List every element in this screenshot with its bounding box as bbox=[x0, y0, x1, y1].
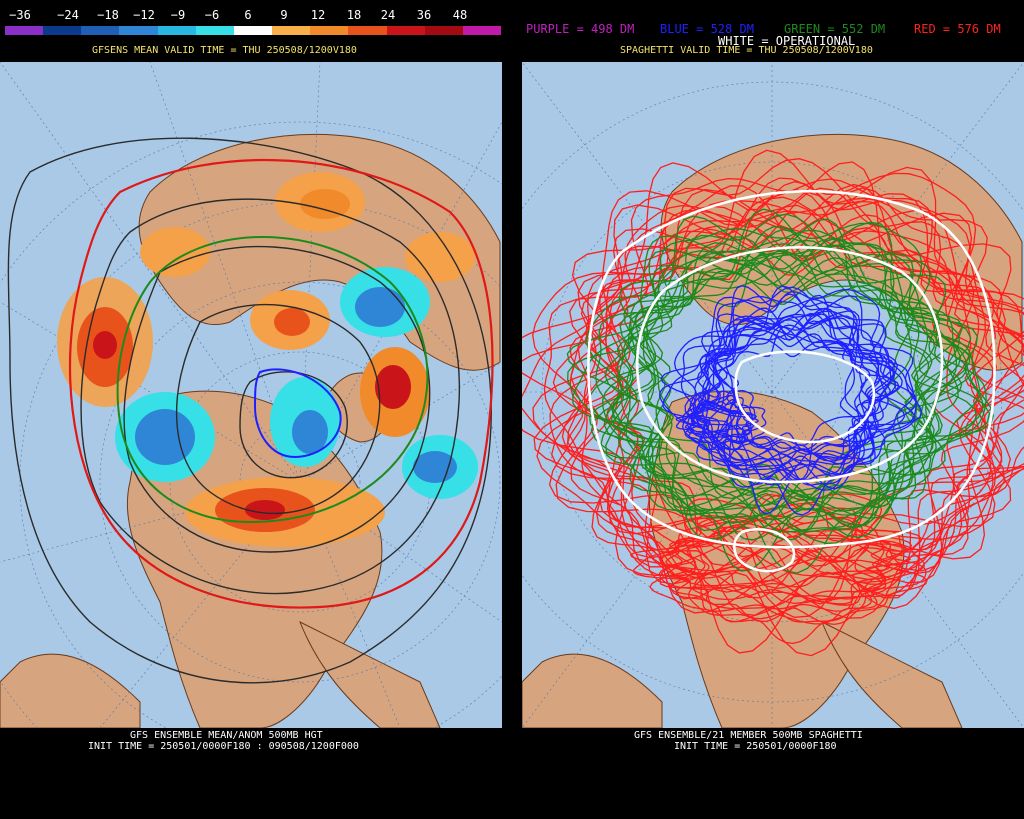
spaghetti-member-line bbox=[522, 188, 1024, 587]
576-dm-contour bbox=[68, 158, 494, 609]
spaghetti-member-line bbox=[675, 404, 757, 444]
spaghetti-member-line bbox=[604, 178, 1024, 575]
anomaly-colorbar bbox=[4, 25, 502, 36]
spaghetti-member-line bbox=[589, 269, 978, 541]
spaghetti-map bbox=[522, 62, 1024, 728]
mean-map-graphic bbox=[0, 62, 502, 728]
spaghetti-member-line bbox=[673, 286, 896, 467]
spaghetti-member-line bbox=[660, 493, 913, 626]
spaghetti-member-line bbox=[604, 208, 972, 539]
colorbar-labels: −36 −24 −18 −12 −9 −6 6 9 12 18 24 36 48 bbox=[4, 8, 500, 22]
spaghetti-member-line bbox=[694, 285, 898, 490]
colorbar-swatch bbox=[310, 26, 349, 35]
colorbar-swatch bbox=[386, 26, 425, 35]
colorbar-swatch bbox=[119, 26, 158, 35]
colorbar-label: −6 bbox=[204, 8, 220, 22]
spaghetti-member-line bbox=[618, 221, 994, 533]
spaghetti-member-line bbox=[687, 389, 767, 445]
ensemble-mean-map bbox=[0, 62, 502, 728]
colorbar-label: 12 bbox=[310, 8, 326, 22]
colorbar-label: 36 bbox=[416, 8, 432, 22]
spaghetti-member-line bbox=[675, 404, 760, 439]
552-dm-contour bbox=[116, 236, 429, 524]
colorbar-label: −18 bbox=[97, 8, 119, 22]
spaghetti-member-line bbox=[567, 250, 961, 540]
spaghetti-member-line bbox=[536, 187, 1024, 657]
spaghetti-member-line bbox=[690, 401, 750, 433]
colorbar-swatch bbox=[157, 26, 196, 35]
spaghetti-footer-line2: INIT TIME = 250501/0000F180 bbox=[674, 741, 837, 752]
spaghetti-member-line bbox=[552, 149, 1024, 610]
spaghetti-footer-line1: GFS ENSEMBLE/21 MEMBER 500MB SPAGHETTI bbox=[634, 730, 863, 741]
spaghetti-member-line bbox=[658, 526, 883, 620]
colorbar-swatch bbox=[233, 26, 273, 35]
spaghetti-member-line bbox=[603, 215, 930, 533]
528-dm-spaghetti bbox=[659, 285, 923, 516]
legend-green: GREEN = 552 DM bbox=[784, 22, 886, 36]
spaghetti-member-line bbox=[704, 324, 897, 477]
spaghetti-member-line bbox=[684, 307, 869, 515]
operational-run-contours bbox=[587, 189, 996, 573]
legend-white: WHITE = OPERATIONAL bbox=[718, 34, 856, 48]
mean-footer-line1: GFS ENSEMBLE MEAN/ANOM 500MB HGT bbox=[130, 730, 323, 741]
mean-footer-line2: INIT TIME = 250501/0000F180 : 090508/120… bbox=[88, 741, 359, 752]
spaghetti-valid-time-title: SPAGHETTI VALID TIME = THU 250508/1200V1… bbox=[620, 45, 873, 56]
colorbar-swatch bbox=[81, 26, 120, 35]
spaghetti-member-line bbox=[522, 200, 1024, 614]
colorbar-swatch bbox=[462, 26, 502, 35]
legend-blue: BLUE = 528 DM bbox=[660, 22, 754, 36]
spaghetti-member-line bbox=[694, 285, 867, 481]
spaghetti-member-line bbox=[585, 213, 962, 512]
spaghetti-map-graphic bbox=[522, 62, 1024, 728]
spaghetti-member-line bbox=[605, 222, 984, 526]
spaghetti-member-line bbox=[662, 317, 895, 471]
ensemble-mean-panel: −36 −24 −18 −12 −9 −6 6 9 12 18 24 36 48… bbox=[0, 0, 502, 819]
colorbar-label: 24 bbox=[380, 8, 396, 22]
spaghetti-member-line bbox=[659, 493, 925, 612]
mean-valid-time-title: GFSENS MEAN VALID TIME = THU 250508/1200… bbox=[92, 45, 357, 56]
colorbar-swatch bbox=[5, 26, 44, 35]
spaghetti-member-line bbox=[600, 244, 981, 516]
spaghetti-panel: PURPLE = 498 DM BLUE = 528 DM GREEN = 55… bbox=[522, 0, 1024, 819]
spaghetti-member-line bbox=[548, 197, 1024, 585]
colorbar-swatch bbox=[424, 26, 463, 35]
colorbar-swatch bbox=[43, 26, 82, 35]
legend-purple: PURPLE = 498 DM bbox=[526, 22, 635, 36]
528-dm-contour bbox=[253, 368, 342, 459]
colorbar-swatch bbox=[348, 26, 387, 35]
colorbar-label: 48 bbox=[452, 8, 468, 22]
spaghetti-member-line bbox=[617, 248, 971, 528]
colorbar-label: −24 bbox=[57, 8, 79, 22]
colorbar-swatch bbox=[272, 26, 311, 35]
legend-red: RED = 576 DM bbox=[914, 22, 1001, 36]
colorbar-label: −36 bbox=[9, 8, 31, 22]
colorbar-label: 9 bbox=[280, 8, 288, 22]
colorbar-label: −12 bbox=[133, 8, 155, 22]
colorbar-label: 18 bbox=[346, 8, 362, 22]
colorbar-swatch bbox=[195, 26, 234, 35]
spaghetti-member-line bbox=[617, 243, 987, 544]
spaghetti-member-line bbox=[701, 295, 923, 483]
colorbar-label: 6 bbox=[244, 8, 252, 22]
colorbar-label: −9 bbox=[170, 8, 186, 22]
spaghetti-member-line bbox=[686, 310, 915, 465]
